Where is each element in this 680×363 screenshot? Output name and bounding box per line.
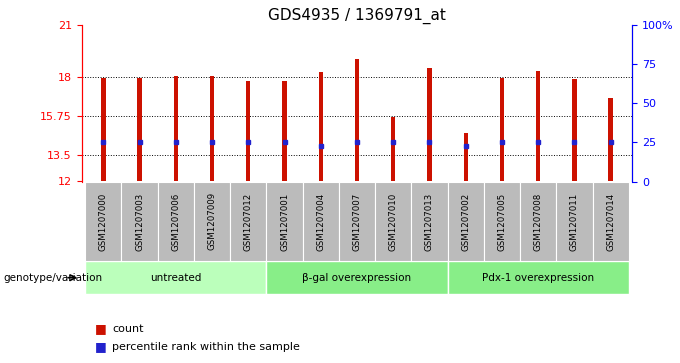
Bar (246, 81, 250, 182)
Bar (101, 78, 105, 182)
Bar (210, 76, 214, 182)
Text: GSM1207009: GSM1207009 (207, 192, 216, 250)
Bar (267, 261, 447, 294)
Bar (355, 59, 359, 182)
Text: GSM1207013: GSM1207013 (425, 192, 434, 250)
Text: Pdx-1 overexpression: Pdx-1 overexpression (482, 273, 594, 283)
Title: GDS4935 / 1369791_at: GDS4935 / 1369791_at (268, 8, 446, 24)
Text: GSM1207002: GSM1207002 (461, 192, 470, 250)
Bar (464, 133, 468, 182)
Text: percentile rank within the sample: percentile rank within the sample (112, 342, 300, 352)
Bar (556, 182, 592, 261)
Bar (230, 182, 267, 261)
Bar (573, 79, 577, 182)
Bar (592, 182, 629, 261)
Bar (158, 182, 194, 261)
Text: GSM1207006: GSM1207006 (171, 192, 180, 250)
Bar (85, 182, 122, 261)
Text: GSM1207004: GSM1207004 (316, 192, 325, 250)
Text: genotype/variation: genotype/variation (3, 273, 103, 283)
Bar (339, 182, 375, 261)
Text: GSM1207010: GSM1207010 (389, 192, 398, 250)
Bar (319, 72, 323, 182)
Bar (447, 182, 484, 261)
Bar (427, 68, 432, 182)
Bar (267, 182, 303, 261)
Bar (122, 182, 158, 261)
Bar (137, 78, 141, 182)
Bar (536, 70, 541, 182)
Text: GSM1207007: GSM1207007 (352, 192, 362, 250)
Text: GSM1207008: GSM1207008 (534, 192, 543, 250)
Bar (173, 76, 178, 182)
Bar (303, 182, 339, 261)
Text: GSM1207011: GSM1207011 (570, 192, 579, 250)
Text: GSM1207014: GSM1207014 (606, 192, 615, 250)
Bar (375, 182, 411, 261)
Bar (194, 182, 230, 261)
Bar (484, 182, 520, 261)
Text: GSM1207001: GSM1207001 (280, 192, 289, 250)
Bar (85, 261, 267, 294)
Bar (609, 98, 613, 182)
Text: untreated: untreated (150, 273, 201, 283)
Bar (282, 81, 287, 182)
Text: GSM1207000: GSM1207000 (99, 192, 108, 250)
Bar (500, 78, 504, 182)
Text: count: count (112, 323, 143, 334)
Bar (411, 182, 447, 261)
Bar (391, 117, 395, 182)
Text: ■: ■ (95, 340, 107, 353)
Text: GSM1207003: GSM1207003 (135, 192, 144, 250)
Bar (447, 261, 629, 294)
Text: ■: ■ (95, 322, 107, 335)
Text: GSM1207005: GSM1207005 (498, 192, 507, 250)
Text: GSM1207012: GSM1207012 (244, 192, 253, 250)
Text: β-gal overexpression: β-gal overexpression (303, 273, 411, 283)
Bar (520, 182, 556, 261)
